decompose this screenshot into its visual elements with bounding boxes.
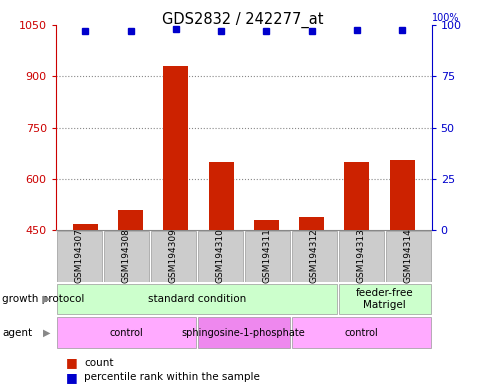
Bar <box>118 210 143 230</box>
Bar <box>73 223 98 230</box>
Bar <box>389 160 414 230</box>
Bar <box>151 231 196 282</box>
Bar <box>163 66 188 230</box>
Bar <box>244 231 289 282</box>
Text: ■: ■ <box>65 371 77 384</box>
Text: count: count <box>84 358 113 368</box>
Text: control: control <box>109 328 143 338</box>
Text: ▶: ▶ <box>44 294 51 304</box>
Text: 100%: 100% <box>431 13 458 23</box>
Text: sphingosine-1-phosphate: sphingosine-1-phosphate <box>182 328 305 338</box>
Text: GSM194308: GSM194308 <box>121 228 131 283</box>
Bar <box>57 231 102 282</box>
Text: GSM194313: GSM194313 <box>356 228 365 283</box>
Bar <box>57 317 196 348</box>
Bar <box>385 231 430 282</box>
Text: control: control <box>344 328 377 338</box>
Text: ■: ■ <box>65 356 77 369</box>
Bar <box>299 217 323 230</box>
Text: GSM194311: GSM194311 <box>262 228 271 283</box>
Bar <box>338 283 430 314</box>
Text: feeder-free
Matrigel: feeder-free Matrigel <box>355 288 413 310</box>
Bar <box>291 317 430 348</box>
Bar <box>344 162 368 230</box>
Text: GSM194314: GSM194314 <box>403 228 412 283</box>
Bar <box>291 231 336 282</box>
Bar <box>338 231 383 282</box>
Text: GSM194310: GSM194310 <box>215 228 224 283</box>
Bar <box>197 317 289 348</box>
Text: percentile rank within the sample: percentile rank within the sample <box>84 372 259 382</box>
Bar <box>57 283 336 314</box>
Bar <box>253 220 278 230</box>
Text: GSM194312: GSM194312 <box>309 228 318 283</box>
Text: standard condition: standard condition <box>147 294 245 304</box>
Bar <box>197 231 242 282</box>
Text: GDS2832 / 242277_at: GDS2832 / 242277_at <box>162 12 322 28</box>
Bar <box>104 231 149 282</box>
Text: GSM194307: GSM194307 <box>75 228 84 283</box>
Text: ▶: ▶ <box>44 328 51 338</box>
Text: agent: agent <box>2 328 32 338</box>
Text: GSM194309: GSM194309 <box>168 228 177 283</box>
Bar <box>208 162 233 230</box>
Text: growth protocol: growth protocol <box>2 294 85 304</box>
